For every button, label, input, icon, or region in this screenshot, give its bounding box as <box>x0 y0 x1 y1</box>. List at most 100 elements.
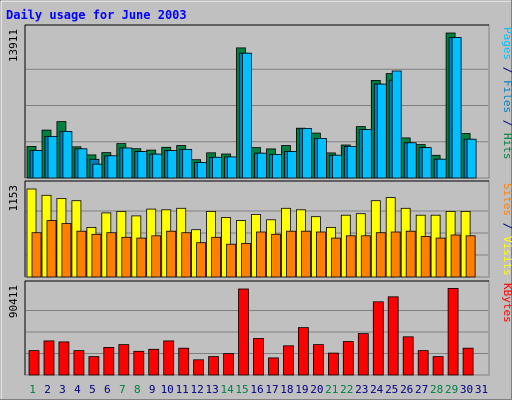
x-tick-label-day-11: 11 <box>176 383 189 396</box>
hits-legend-part-4: Hits <box>501 133 512 160</box>
visits-sites-bar-day-18 <box>286 230 296 278</box>
hits-pages-bar-day-2 <box>47 135 58 179</box>
hits-pages-bar-day-27 <box>421 147 432 179</box>
kbytes-kbytes-bar-day-11 <box>178 347 190 376</box>
visits-sites-bar-day-12 <box>196 242 207 278</box>
kbytes-kbytes-bar-day-8 <box>133 350 145 376</box>
visits-sites-bar-day-29 <box>450 234 461 278</box>
hits-pages-bar-day-11 <box>182 148 193 179</box>
hits-pages-bar-day-24 <box>376 83 387 179</box>
visits-sites-bar-day-20 <box>315 231 326 278</box>
visits-sites-bar-day-13 <box>211 236 222 278</box>
hits-pages-bar-day-8 <box>137 151 148 179</box>
kbytes-kbytes-bar-day-28 <box>432 356 444 376</box>
x-axis-day-labels: 1 2 3 4 5 6 7 8 9 10 11 12 13 14 15 16 17 18 19 20 21 22 23 24 2… <box>29 383 488 396</box>
kbytes-kbytes-bar-day-16 <box>253 338 264 376</box>
x-tick-label-day-14: 14 <box>220 383 234 396</box>
hits-pages-bar-day-30 <box>466 138 477 179</box>
x-tick-label-day-9: 9 <box>149 383 156 396</box>
visits-sites-bar-day-19 <box>300 230 311 278</box>
visits-sites-bar-day-8 <box>136 237 147 278</box>
x-tick-label-day-4: 4 <box>74 383 81 396</box>
hits-pages-bar-day-17 <box>272 153 282 179</box>
hits-pages-bar-day-18 <box>287 151 297 179</box>
kbytes-kbytes-bar-day-19 <box>297 327 309 376</box>
hits-series-pages <box>32 37 477 179</box>
panel-kbytes: 90411 KBytes <box>7 280 512 376</box>
visits-sites-bar-day-23 <box>360 235 371 278</box>
visits-bars <box>26 188 476 278</box>
kbytes-bars <box>28 287 474 376</box>
x-tick-label-day-21: 21 <box>325 383 338 396</box>
kbytes-kbytes-bar-day-10 <box>163 340 175 376</box>
hits-pages-bar-day-19 <box>301 127 312 179</box>
x-tick-label-day-23: 23 <box>355 383 368 396</box>
visits-sites-bar-day-22 <box>345 235 356 278</box>
x-tick-label-day-6: 6 <box>104 383 111 396</box>
x-tick-label-day-30: 30 <box>460 383 473 396</box>
hits-y-max-label: 13911 <box>7 29 20 62</box>
x-tick-label-day-13: 13 <box>205 383 218 396</box>
x-tick-label-day-26: 26 <box>400 383 413 396</box>
x-tick-label-day-17: 17 <box>265 383 278 396</box>
hits-pages-bar-day-25 <box>391 70 402 179</box>
kbytes-kbytes-bar-day-22 <box>342 341 354 376</box>
x-tick-label-day-24: 24 <box>370 383 384 396</box>
x-tick-label-day-2: 2 <box>44 383 51 396</box>
hits-pages-bar-day-20 <box>316 137 327 179</box>
visits-sites-bar-day-7 <box>121 236 132 278</box>
visits-sites-bar-day-24 <box>375 232 386 278</box>
visits-sites-bar-day-30 <box>465 235 476 278</box>
chart-panels: 13911 Pages / Files / Hits 1153 Sites / Vis… <box>7 24 512 376</box>
visits-legend-part-1: / <box>501 216 512 236</box>
x-tick-label-day-15: 15 <box>235 383 248 396</box>
kbytes-kbytes-bar-day-21 <box>327 352 339 376</box>
kbytes-kbytes-bar-day-18 <box>283 345 294 376</box>
x-tick-label-day-28: 28 <box>430 383 443 396</box>
visits-sites-bar-day-6 <box>106 232 117 278</box>
hits-pages-bar-day-4 <box>77 148 88 179</box>
hits-pages-bar-day-15 <box>242 52 252 179</box>
visits-sites-bar-day-28 <box>435 237 446 278</box>
hits-legend-part-0: Pages <box>501 27 512 60</box>
visits-sites-bar-day-10 <box>166 230 177 278</box>
visits-sites-bar-day-5 <box>91 233 102 278</box>
x-tick-label-day-10: 10 <box>161 383 174 396</box>
visits-sites-bar-day-25 <box>390 231 401 278</box>
hits-pages-bar-day-14 <box>227 156 238 179</box>
kbytes-kbytes-bar-day-25 <box>387 296 399 376</box>
x-tick-label-day-8: 8 <box>134 383 141 396</box>
visits-sites-bar-day-27 <box>420 236 431 278</box>
hits-legend-part-2: Files <box>501 80 512 113</box>
x-tick-label-day-16: 16 <box>250 383 263 396</box>
kbytes-kbytes-bar-day-20 <box>312 344 324 376</box>
panel-hits: 13911 Pages / Files / Hits <box>7 24 512 179</box>
visits-sites-bar-day-17 <box>271 233 281 278</box>
kbytes-legend-part-0: KBytes <box>501 283 512 323</box>
panel-visits: 1153 Sites / Visits <box>7 180 512 278</box>
kbytes-kbytes-bar-day-4 <box>73 350 85 376</box>
visits-sites-bar-day-1 <box>31 232 42 278</box>
visits-legend-part-2: Visits <box>501 236 512 276</box>
hits-pages-bar-day-23 <box>361 129 372 179</box>
hits-pages-bar-day-16 <box>257 152 267 179</box>
x-tick-label-day-18: 18 <box>280 383 293 396</box>
x-tick-label-day-5: 5 <box>89 383 96 396</box>
visits-sites-bar-day-3 <box>61 223 72 278</box>
visits-series-legend: Sites / Visits <box>501 183 512 276</box>
visits-sites-bar-day-21 <box>330 237 341 278</box>
visits-y-max-label: 1153 <box>7 185 20 212</box>
hits-legend-part-1: / <box>501 60 512 80</box>
x-tick-label-day-19: 19 <box>295 383 308 396</box>
kbytes-kbytes-bar-day-13 <box>208 356 220 376</box>
kbytes-y-max-label: 90411 <box>7 285 20 318</box>
x-tick-label-day-3: 3 <box>59 383 66 396</box>
hits-pages-bar-day-13 <box>212 156 223 179</box>
x-tick-label-day-12: 12 <box>190 383 203 396</box>
kbytes-series-legend: KBytes <box>501 283 512 323</box>
hits-pages-bar-day-22 <box>346 145 357 179</box>
hits-pages-bar-day-10 <box>167 150 178 179</box>
x-tick-label-day-31: 31 <box>475 383 488 396</box>
kbytes-kbytes-bar-day-7 <box>118 344 130 376</box>
